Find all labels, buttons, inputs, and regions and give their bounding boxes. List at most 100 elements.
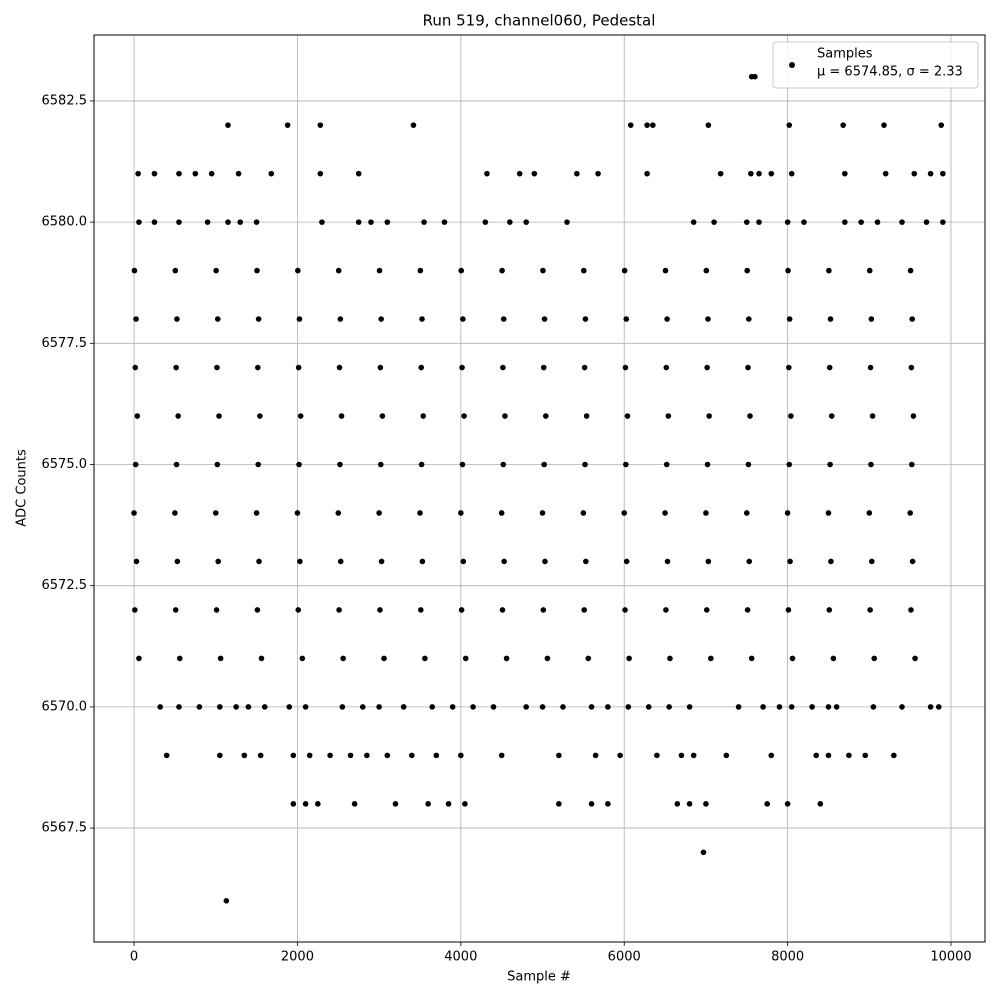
point	[503, 655, 510, 662]
point	[868, 316, 875, 322]
point	[867, 364, 874, 371]
point	[704, 461, 711, 468]
point	[151, 170, 158, 177]
point	[458, 510, 464, 516]
point	[662, 510, 668, 516]
point	[378, 558, 385, 565]
point	[462, 655, 469, 662]
point	[866, 267, 873, 274]
point	[686, 801, 693, 807]
point	[862, 752, 869, 759]
point	[379, 413, 386, 419]
point	[588, 801, 595, 807]
point	[256, 558, 262, 565]
point	[743, 510, 750, 516]
point	[378, 316, 384, 322]
point	[531, 170, 538, 177]
point	[295, 364, 302, 371]
point	[788, 413, 794, 419]
point	[409, 752, 415, 759]
point	[582, 316, 589, 322]
point	[500, 316, 507, 322]
point	[295, 267, 301, 274]
y-axis-label: ADC Counts	[15, 449, 30, 527]
point	[204, 219, 211, 225]
point	[700, 849, 707, 856]
point	[302, 704, 309, 710]
point	[284, 122, 291, 128]
point	[583, 413, 590, 419]
point	[622, 607, 628, 613]
point	[384, 752, 391, 759]
point	[617, 752, 623, 759]
point	[502, 413, 508, 419]
ticks: 0 2000 4000 6000 8000 10000 6567.5 6570.0 6572.5…	[42, 93, 972, 964]
point	[461, 413, 467, 419]
point	[417, 607, 424, 613]
point	[744, 267, 750, 274]
point	[268, 170, 275, 177]
point	[827, 316, 834, 322]
point	[223, 897, 230, 904]
point	[743, 219, 750, 225]
point	[176, 170, 182, 177]
point	[458, 267, 465, 274]
point	[400, 704, 407, 710]
point	[909, 558, 916, 565]
point	[678, 752, 685, 759]
y-tick-label: 6582.5	[42, 93, 88, 108]
y-tick-label: 6575.0	[42, 457, 88, 472]
legend-stats: μ = 6574.85, σ = 2.33	[817, 65, 963, 80]
point	[784, 219, 791, 225]
point	[151, 219, 158, 225]
point	[541, 461, 547, 468]
point	[789, 655, 796, 662]
point	[241, 752, 248, 759]
point	[940, 170, 946, 177]
point	[470, 704, 476, 710]
x-tick-label: 6000	[608, 950, 641, 965]
point	[433, 752, 440, 759]
point	[706, 413, 712, 419]
point	[462, 801, 468, 807]
point	[644, 122, 650, 128]
point	[605, 704, 611, 710]
point	[133, 316, 139, 322]
point	[420, 413, 427, 419]
legend-label: Samples	[817, 47, 873, 62]
point	[498, 752, 505, 759]
point	[581, 364, 588, 371]
point	[580, 267, 587, 274]
point	[752, 73, 758, 80]
point	[703, 267, 710, 274]
point	[784, 801, 791, 807]
point	[908, 461, 915, 468]
point	[935, 704, 942, 710]
x-tick-label: 8000	[771, 950, 804, 965]
point	[163, 752, 170, 759]
point	[245, 704, 252, 710]
point	[582, 461, 588, 468]
point	[460, 558, 467, 565]
point	[327, 752, 333, 759]
point	[172, 267, 179, 274]
point	[826, 364, 833, 371]
point	[458, 752, 464, 759]
point	[768, 752, 775, 759]
point	[564, 219, 570, 225]
point	[359, 704, 366, 710]
point	[384, 219, 391, 225]
point	[663, 607, 669, 613]
point	[335, 510, 342, 516]
point	[290, 752, 297, 759]
point	[172, 510, 178, 516]
x-axis-label: Sample #	[507, 970, 571, 985]
point	[785, 607, 792, 613]
point	[317, 170, 324, 177]
point	[908, 607, 914, 613]
point	[786, 364, 792, 371]
point	[703, 801, 709, 807]
x-tick-label: 10000	[930, 950, 971, 965]
point	[588, 704, 595, 710]
point	[827, 461, 833, 468]
